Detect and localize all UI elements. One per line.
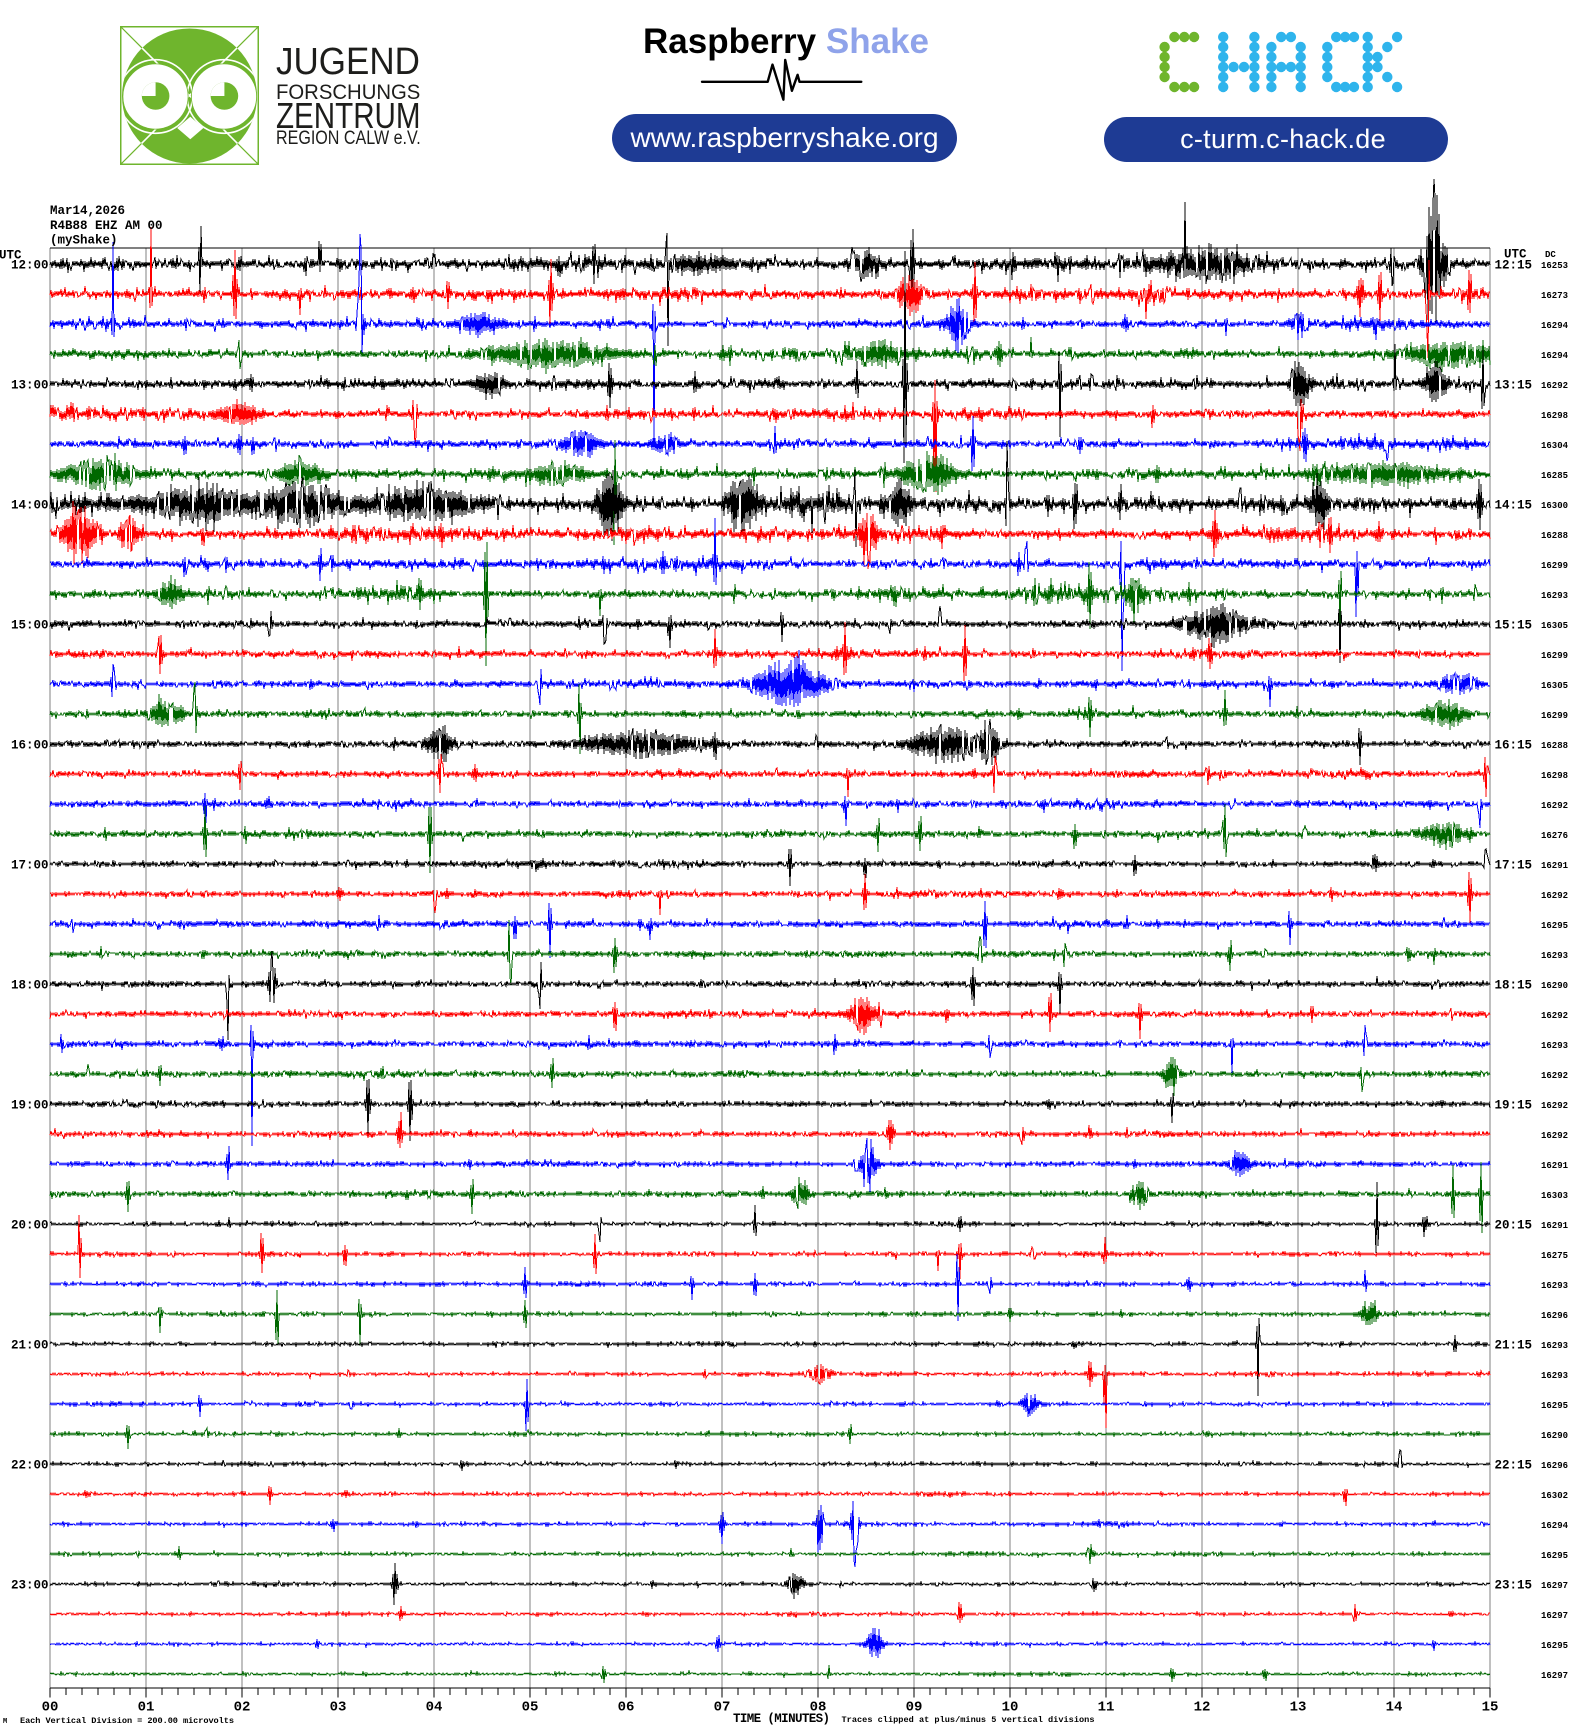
svg-text:16299: 16299 <box>1541 711 1568 721</box>
svg-text:16294: 16294 <box>1541 321 1569 331</box>
svg-text:16294: 16294 <box>1541 351 1569 361</box>
svg-text:19:15: 19:15 <box>1495 1099 1533 1113</box>
svg-text:13:00: 13:00 <box>11 379 49 393</box>
svg-text:05: 05 <box>522 1700 539 1716</box>
svg-text:16292: 16292 <box>1541 1131 1568 1141</box>
svg-text:16293: 16293 <box>1541 1281 1568 1291</box>
svg-text:21:00: 21:00 <box>11 1339 49 1353</box>
svg-text:16297: 16297 <box>1541 1611 1568 1621</box>
svg-text:08: 08 <box>810 1700 827 1716</box>
svg-text:16292: 16292 <box>1541 1071 1568 1081</box>
svg-text:00: 00 <box>42 1700 59 1716</box>
svg-text:16297: 16297 <box>1541 1581 1568 1591</box>
svg-text:16298: 16298 <box>1541 771 1568 781</box>
svg-text:Mar14,2026: Mar14,2026 <box>50 204 125 218</box>
svg-text:16304: 16304 <box>1541 441 1569 451</box>
svg-text:03: 03 <box>330 1700 347 1716</box>
svg-text:UTC: UTC <box>1504 248 1527 262</box>
svg-text:TIME (MINUTES): TIME (MINUTES) <box>733 1712 830 1726</box>
svg-text:12:15: 12:15 <box>1495 259 1533 273</box>
svg-text:16292: 16292 <box>1541 801 1568 811</box>
svg-text:16295: 16295 <box>1541 1551 1568 1561</box>
svg-text:16300: 16300 <box>1541 501 1568 511</box>
svg-text:16293: 16293 <box>1541 1371 1568 1381</box>
svg-text:15: 15 <box>1482 1700 1499 1716</box>
svg-text:16305: 16305 <box>1541 681 1568 691</box>
svg-text:13: 13 <box>1290 1700 1307 1716</box>
svg-text:17:00: 17:00 <box>11 859 49 873</box>
svg-text:16292: 16292 <box>1541 381 1568 391</box>
svg-text:16276: 16276 <box>1541 831 1568 841</box>
svg-text:16299: 16299 <box>1541 561 1568 571</box>
svg-text:R4B88 EHZ AM 00: R4B88 EHZ AM 00 <box>50 219 163 233</box>
svg-text:16292: 16292 <box>1541 1011 1568 1021</box>
svg-text:16296: 16296 <box>1541 1461 1568 1471</box>
svg-text:21:15: 21:15 <box>1495 1339 1533 1353</box>
svg-text:22:00: 22:00 <box>11 1459 49 1473</box>
svg-text:06: 06 <box>618 1700 635 1716</box>
svg-text:16291: 16291 <box>1541 1161 1569 1171</box>
svg-text:UTC: UTC <box>0 249 22 263</box>
svg-text:20:00: 20:00 <box>11 1219 49 1233</box>
svg-text:16299: 16299 <box>1541 651 1568 661</box>
svg-text:16298: 16298 <box>1541 411 1568 421</box>
svg-text:15:00: 15:00 <box>11 619 49 633</box>
svg-text:10: 10 <box>1002 1700 1019 1716</box>
svg-text:16302: 16302 <box>1541 1491 1568 1501</box>
svg-text:16253: 16253 <box>1541 261 1568 271</box>
svg-text:16293: 16293 <box>1541 951 1568 961</box>
svg-text:16288: 16288 <box>1541 531 1568 541</box>
svg-text:14:00: 14:00 <box>11 499 49 513</box>
svg-text:16292: 16292 <box>1541 891 1568 901</box>
svg-text:16293: 16293 <box>1541 591 1568 601</box>
svg-text:16305: 16305 <box>1541 621 1568 631</box>
svg-text:16292: 16292 <box>1541 1101 1568 1111</box>
svg-text:13:15: 13:15 <box>1495 379 1533 393</box>
svg-text:16275: 16275 <box>1541 1251 1568 1261</box>
svg-text:12: 12 <box>1194 1700 1211 1716</box>
svg-text:16296: 16296 <box>1541 1311 1568 1321</box>
svg-text:09: 09 <box>906 1700 923 1716</box>
svg-text:18:15: 18:15 <box>1495 979 1533 993</box>
svg-text:23:00: 23:00 <box>11 1579 49 1593</box>
svg-text:19:00: 19:00 <box>11 1099 49 1113</box>
svg-text:16273: 16273 <box>1541 291 1568 301</box>
svg-text:Each Vertical Division = 200.: Each Vertical Division = 200.00 microvol… <box>20 1716 234 1726</box>
svg-text:16293: 16293 <box>1541 1041 1568 1051</box>
svg-text:(myShake): (myShake) <box>50 234 118 248</box>
svg-text:M: M <box>3 1718 7 1726</box>
svg-text:16293: 16293 <box>1541 1341 1568 1351</box>
svg-text:16288: 16288 <box>1541 741 1568 751</box>
svg-text:16285: 16285 <box>1541 471 1568 481</box>
svg-text:16:00: 16:00 <box>11 739 49 753</box>
svg-text:18:00: 18:00 <box>11 979 49 993</box>
svg-text:23:15: 23:15 <box>1495 1579 1533 1593</box>
svg-text:15:15: 15:15 <box>1495 619 1533 633</box>
svg-text:11: 11 <box>1098 1700 1115 1716</box>
svg-text:14: 14 <box>1386 1700 1403 1716</box>
svg-text:07: 07 <box>714 1700 731 1716</box>
svg-text:04: 04 <box>426 1700 443 1716</box>
svg-text:16297: 16297 <box>1541 1671 1568 1681</box>
svg-text:16295: 16295 <box>1541 921 1568 931</box>
svg-text:14:15: 14:15 <box>1495 499 1533 513</box>
svg-text:16295: 16295 <box>1541 1641 1568 1651</box>
svg-text:DC: DC <box>1545 250 1556 260</box>
svg-text:12:00: 12:00 <box>11 259 49 273</box>
svg-text:16290: 16290 <box>1541 981 1568 991</box>
svg-text:17:15: 17:15 <box>1495 859 1533 873</box>
svg-text:01: 01 <box>138 1700 155 1716</box>
svg-text:20:15: 20:15 <box>1495 1219 1533 1233</box>
svg-text:22:15: 22:15 <box>1495 1459 1533 1473</box>
svg-text:16295: 16295 <box>1541 1401 1568 1411</box>
svg-text:16:15: 16:15 <box>1495 739 1533 753</box>
svg-text:16303: 16303 <box>1541 1191 1568 1201</box>
svg-text:16291: 16291 <box>1541 1221 1569 1231</box>
svg-text:16291: 16291 <box>1541 861 1569 871</box>
svg-text:02: 02 <box>234 1700 251 1716</box>
svg-text:Traces clipped at plus/minus 5: Traces clipped at plus/minus 5 vertical … <box>842 1715 1095 1725</box>
svg-text:16294: 16294 <box>1541 1521 1569 1531</box>
svg-text:16290: 16290 <box>1541 1431 1568 1441</box>
